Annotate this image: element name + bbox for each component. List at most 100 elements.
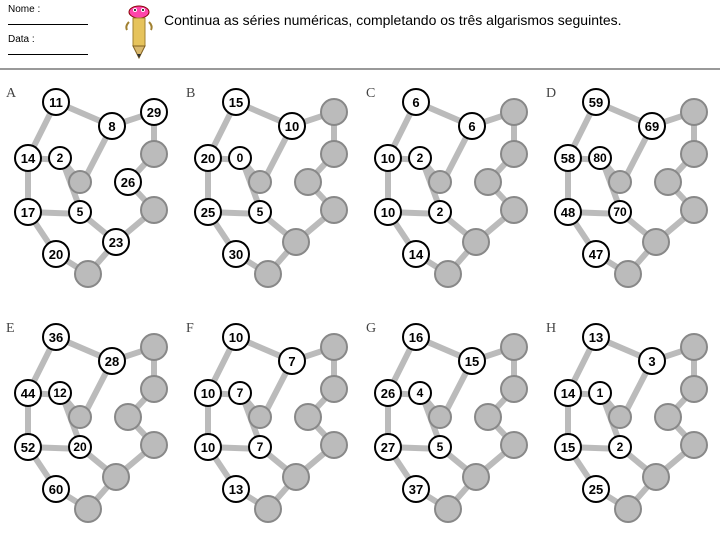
puzzle-cell: D59695880487047 — [540, 70, 720, 305]
number-node: 4 — [408, 381, 432, 405]
number-node: 5 — [428, 435, 452, 459]
number-node: 6 — [458, 112, 486, 140]
header: Nome : Data : Continua as séries numéric… — [0, 0, 720, 70]
number-node: 10 — [194, 379, 222, 407]
number-node: 47 — [582, 240, 610, 268]
blank-node — [500, 333, 528, 361]
blank-node — [500, 431, 528, 459]
number-node: 15 — [222, 88, 250, 116]
puzzle-cell: C6610210214 — [360, 70, 540, 305]
date-line — [8, 45, 88, 55]
number-node: 13 — [582, 323, 610, 351]
number-node: 2 — [608, 435, 632, 459]
number-node: 29 — [140, 98, 168, 126]
number-node: 7 — [278, 347, 306, 375]
number-node: 37 — [402, 475, 430, 503]
blank-node — [320, 98, 348, 126]
blank-node — [74, 260, 102, 288]
blank-node — [654, 168, 682, 196]
blank-node — [74, 495, 102, 523]
blank-node — [608, 170, 632, 194]
number-node: 14 — [554, 379, 582, 407]
blank-node — [248, 170, 272, 194]
number-node: 25 — [194, 198, 222, 226]
blank-node — [140, 431, 168, 459]
name-line — [8, 15, 88, 25]
blank-node — [680, 333, 708, 361]
spiral: 59695880487047 — [554, 88, 712, 288]
number-node: 14 — [14, 144, 42, 172]
number-node: 59 — [582, 88, 610, 116]
number-node: 10 — [374, 144, 402, 172]
blank-node — [140, 140, 168, 168]
puzzle-cell: E36284412522060 — [0, 305, 180, 540]
number-node: 30 — [222, 240, 250, 268]
number-node: 27 — [374, 433, 402, 461]
blank-node — [320, 375, 348, 403]
date-field: Data : — [8, 34, 118, 58]
number-node: 44 — [14, 379, 42, 407]
blank-node — [642, 228, 670, 256]
number-node: 15 — [554, 433, 582, 461]
puzzle-label: F — [186, 321, 194, 337]
puzzle-cell: A11829142261752320 — [0, 70, 180, 305]
blank-node — [320, 333, 348, 361]
blank-node — [500, 196, 528, 224]
number-node: 17 — [14, 198, 42, 226]
number-node: 2 — [48, 146, 72, 170]
number-node: 10 — [194, 433, 222, 461]
blank-node — [680, 196, 708, 224]
puzzle-cell: G161526427537 — [360, 305, 540, 540]
blank-node — [102, 463, 130, 491]
pencil-icon — [118, 4, 160, 68]
blank-node — [68, 405, 92, 429]
spiral: 161526427537 — [374, 323, 532, 523]
blank-node — [294, 168, 322, 196]
blank-node — [254, 260, 282, 288]
blank-node — [614, 495, 642, 523]
number-node: 70 — [608, 200, 632, 224]
number-node: 0 — [228, 146, 252, 170]
blank-node — [608, 405, 632, 429]
number-node: 23 — [102, 228, 130, 256]
number-node: 1 — [588, 381, 612, 405]
number-node: 7 — [248, 435, 272, 459]
puzzle-cell: H13314115225 — [540, 305, 720, 540]
blank-node — [68, 170, 92, 194]
number-node: 14 — [402, 240, 430, 268]
blank-node — [462, 463, 490, 491]
blank-node — [140, 333, 168, 361]
number-node: 12 — [48, 381, 72, 405]
puzzle-grid: A11829142261752320B151020025530C66102102… — [0, 70, 720, 540]
blank-node — [434, 260, 462, 288]
number-node: 58 — [554, 144, 582, 172]
blank-node — [500, 375, 528, 403]
number-node: 10 — [374, 198, 402, 226]
blank-node — [680, 431, 708, 459]
blank-node — [282, 228, 310, 256]
number-node: 80 — [588, 146, 612, 170]
number-node: 10 — [222, 323, 250, 351]
number-node: 60 — [42, 475, 70, 503]
number-node: 26 — [374, 379, 402, 407]
spiral: 13314115225 — [554, 323, 712, 523]
blank-node — [282, 463, 310, 491]
number-node: 10 — [278, 112, 306, 140]
number-node: 28 — [98, 347, 126, 375]
blank-node — [248, 405, 272, 429]
date-label: Data : — [8, 34, 35, 45]
blank-node — [114, 403, 142, 431]
blank-node — [140, 375, 168, 403]
number-node: 26 — [114, 168, 142, 196]
number-node: 7 — [228, 381, 252, 405]
blank-node — [462, 228, 490, 256]
blank-node — [654, 403, 682, 431]
number-node: 6 — [402, 88, 430, 116]
blank-node — [680, 140, 708, 168]
number-node: 20 — [68, 435, 92, 459]
blank-node — [294, 403, 322, 431]
spiral: 6610210214 — [374, 88, 532, 288]
spiral: 36284412522060 — [14, 323, 172, 523]
number-node: 36 — [42, 323, 70, 351]
number-node: 5 — [248, 200, 272, 224]
